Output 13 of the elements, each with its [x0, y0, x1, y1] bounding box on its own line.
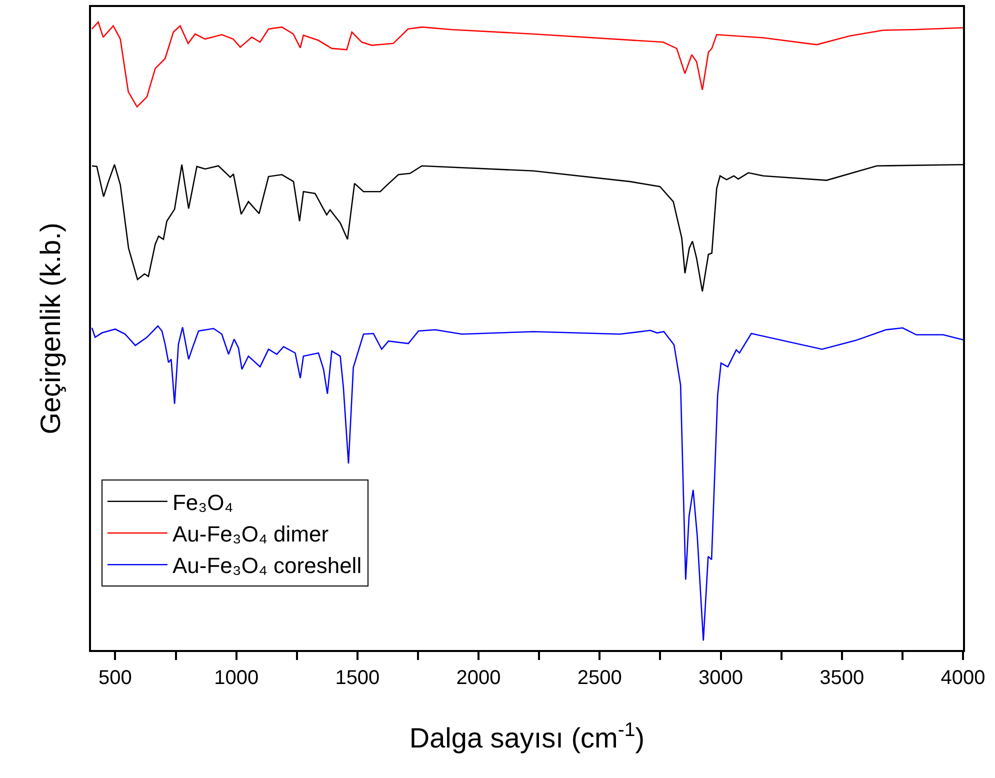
x-tick-label: 2000: [456, 667, 501, 689]
legend-label: Au-Fe₃O₄ dimer: [172, 522, 329, 547]
x-tick-label: 2500: [577, 667, 622, 689]
x-tick-label: 4000: [940, 667, 986, 689]
x-tick-label: 3500: [820, 667, 864, 689]
legend-label: Au-Fe₃O₄ coreshell: [172, 553, 362, 578]
legend-label: Fe₃O₄: [172, 490, 234, 515]
x-tick-label: 1000: [214, 667, 259, 689]
x-tick-label: 1500: [335, 667, 380, 689]
x-tick-label: 3000: [698, 667, 744, 689]
y-axis-title: Geçirgenlik (k.b.): [35, 222, 66, 434]
x-axis-title: Dalga sayısı (cm$^{-1}$): [409, 718, 645, 754]
x-tick-label: 500: [98, 667, 132, 689]
